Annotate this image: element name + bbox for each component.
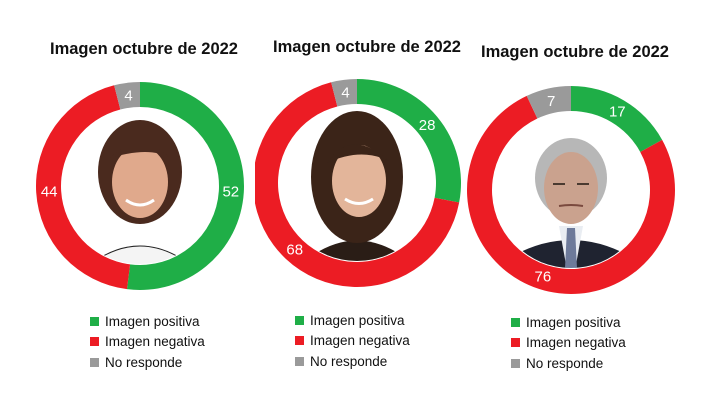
chart-title: Imagen octubre de 2022 bbox=[50, 40, 238, 58]
chart-title: Imagen octubre de 2022 bbox=[273, 38, 461, 56]
donut-chart: 17 76 7 bbox=[467, 86, 675, 295]
legend-swatch bbox=[511, 338, 520, 348]
legend-item-negative: Imagen negativa bbox=[295, 331, 410, 352]
legend-label: Imagen positiva bbox=[310, 312, 405, 328]
legend-label: Imagen positiva bbox=[526, 314, 621, 330]
data-label-no-response: 4 bbox=[124, 88, 132, 105]
data-label-negative: 68 bbox=[286, 241, 303, 258]
donut-slice-negative bbox=[35, 85, 131, 290]
legend-item-negative: Imagen negativa bbox=[90, 332, 205, 353]
data-label-positive: 17 bbox=[609, 104, 626, 121]
legend-swatch bbox=[295, 336, 304, 346]
legend-swatch bbox=[295, 315, 304, 325]
donut-slice-no-response bbox=[526, 86, 571, 119]
legend-swatch bbox=[90, 357, 99, 367]
portrait-woman-long-dark-hair bbox=[279, 105, 435, 261]
portrait-woman-short-brown-hair bbox=[62, 108, 218, 264]
data-label-positive: 52 bbox=[222, 184, 239, 201]
donut-slice-no-response bbox=[114, 82, 140, 110]
chart-panel: Imagen octubre de 2022 17 76 7 Imagen positi… bbox=[463, 0, 687, 411]
legend-label: Imagen negativa bbox=[310, 333, 410, 349]
chart-title: Imagen octubre de 2022 bbox=[481, 43, 669, 61]
legend-item-no-response: No responde bbox=[511, 353, 626, 374]
legend-label: Imagen positiva bbox=[105, 313, 200, 329]
legend-item-negative: Imagen negativa bbox=[511, 333, 626, 354]
legend-swatch bbox=[90, 337, 99, 347]
legend-label: No responde bbox=[310, 353, 388, 369]
legend-label: No responde bbox=[526, 355, 604, 371]
legend-item-positive: Imagen positiva bbox=[295, 310, 410, 331]
legend-swatch bbox=[295, 356, 304, 366]
chart-panel: Imagen octubre de 2022 28 68 4 Imagen positi… bbox=[255, 0, 479, 411]
data-label-positive: 28 bbox=[419, 117, 436, 134]
legend-swatch bbox=[511, 358, 520, 368]
legend-item-positive: Imagen positiva bbox=[90, 311, 205, 332]
data-label-no-response: 4 bbox=[341, 85, 349, 102]
chart-legend: Imagen positiva Imagen negativa No respond… bbox=[511, 312, 626, 374]
data-label-no-response: 7 bbox=[547, 93, 555, 110]
legend-label: Imagen negativa bbox=[526, 335, 626, 351]
donut-slice-positive bbox=[571, 86, 663, 152]
legend-label: No responde bbox=[105, 354, 183, 370]
legend-item-no-response: No responde bbox=[90, 352, 205, 373]
donut-slice-no-response bbox=[331, 79, 357, 107]
chart-legend: Imagen positiva Imagen negativa No respond… bbox=[295, 310, 410, 372]
legend-swatch bbox=[511, 317, 520, 327]
legend-item-positive: Imagen positiva bbox=[511, 312, 626, 333]
chart-legend: Imagen positiva Imagen negativa No respond… bbox=[90, 311, 205, 373]
chart-panel: Imagen octubre de 2022 52 44 4 Imagen positi… bbox=[32, 0, 256, 411]
donut-slice-positive bbox=[126, 82, 244, 290]
legend-item-no-response: No responde bbox=[295, 351, 410, 372]
legend-label: Imagen negativa bbox=[105, 334, 205, 350]
portrait-man-grey-hair-suit bbox=[493, 112, 649, 268]
data-label-negative: 44 bbox=[41, 184, 58, 201]
data-label-negative: 76 bbox=[535, 269, 552, 286]
legend-swatch bbox=[90, 316, 99, 326]
donut-slice-positive bbox=[357, 79, 461, 203]
donut-chart: 28 68 4 bbox=[255, 79, 461, 287]
